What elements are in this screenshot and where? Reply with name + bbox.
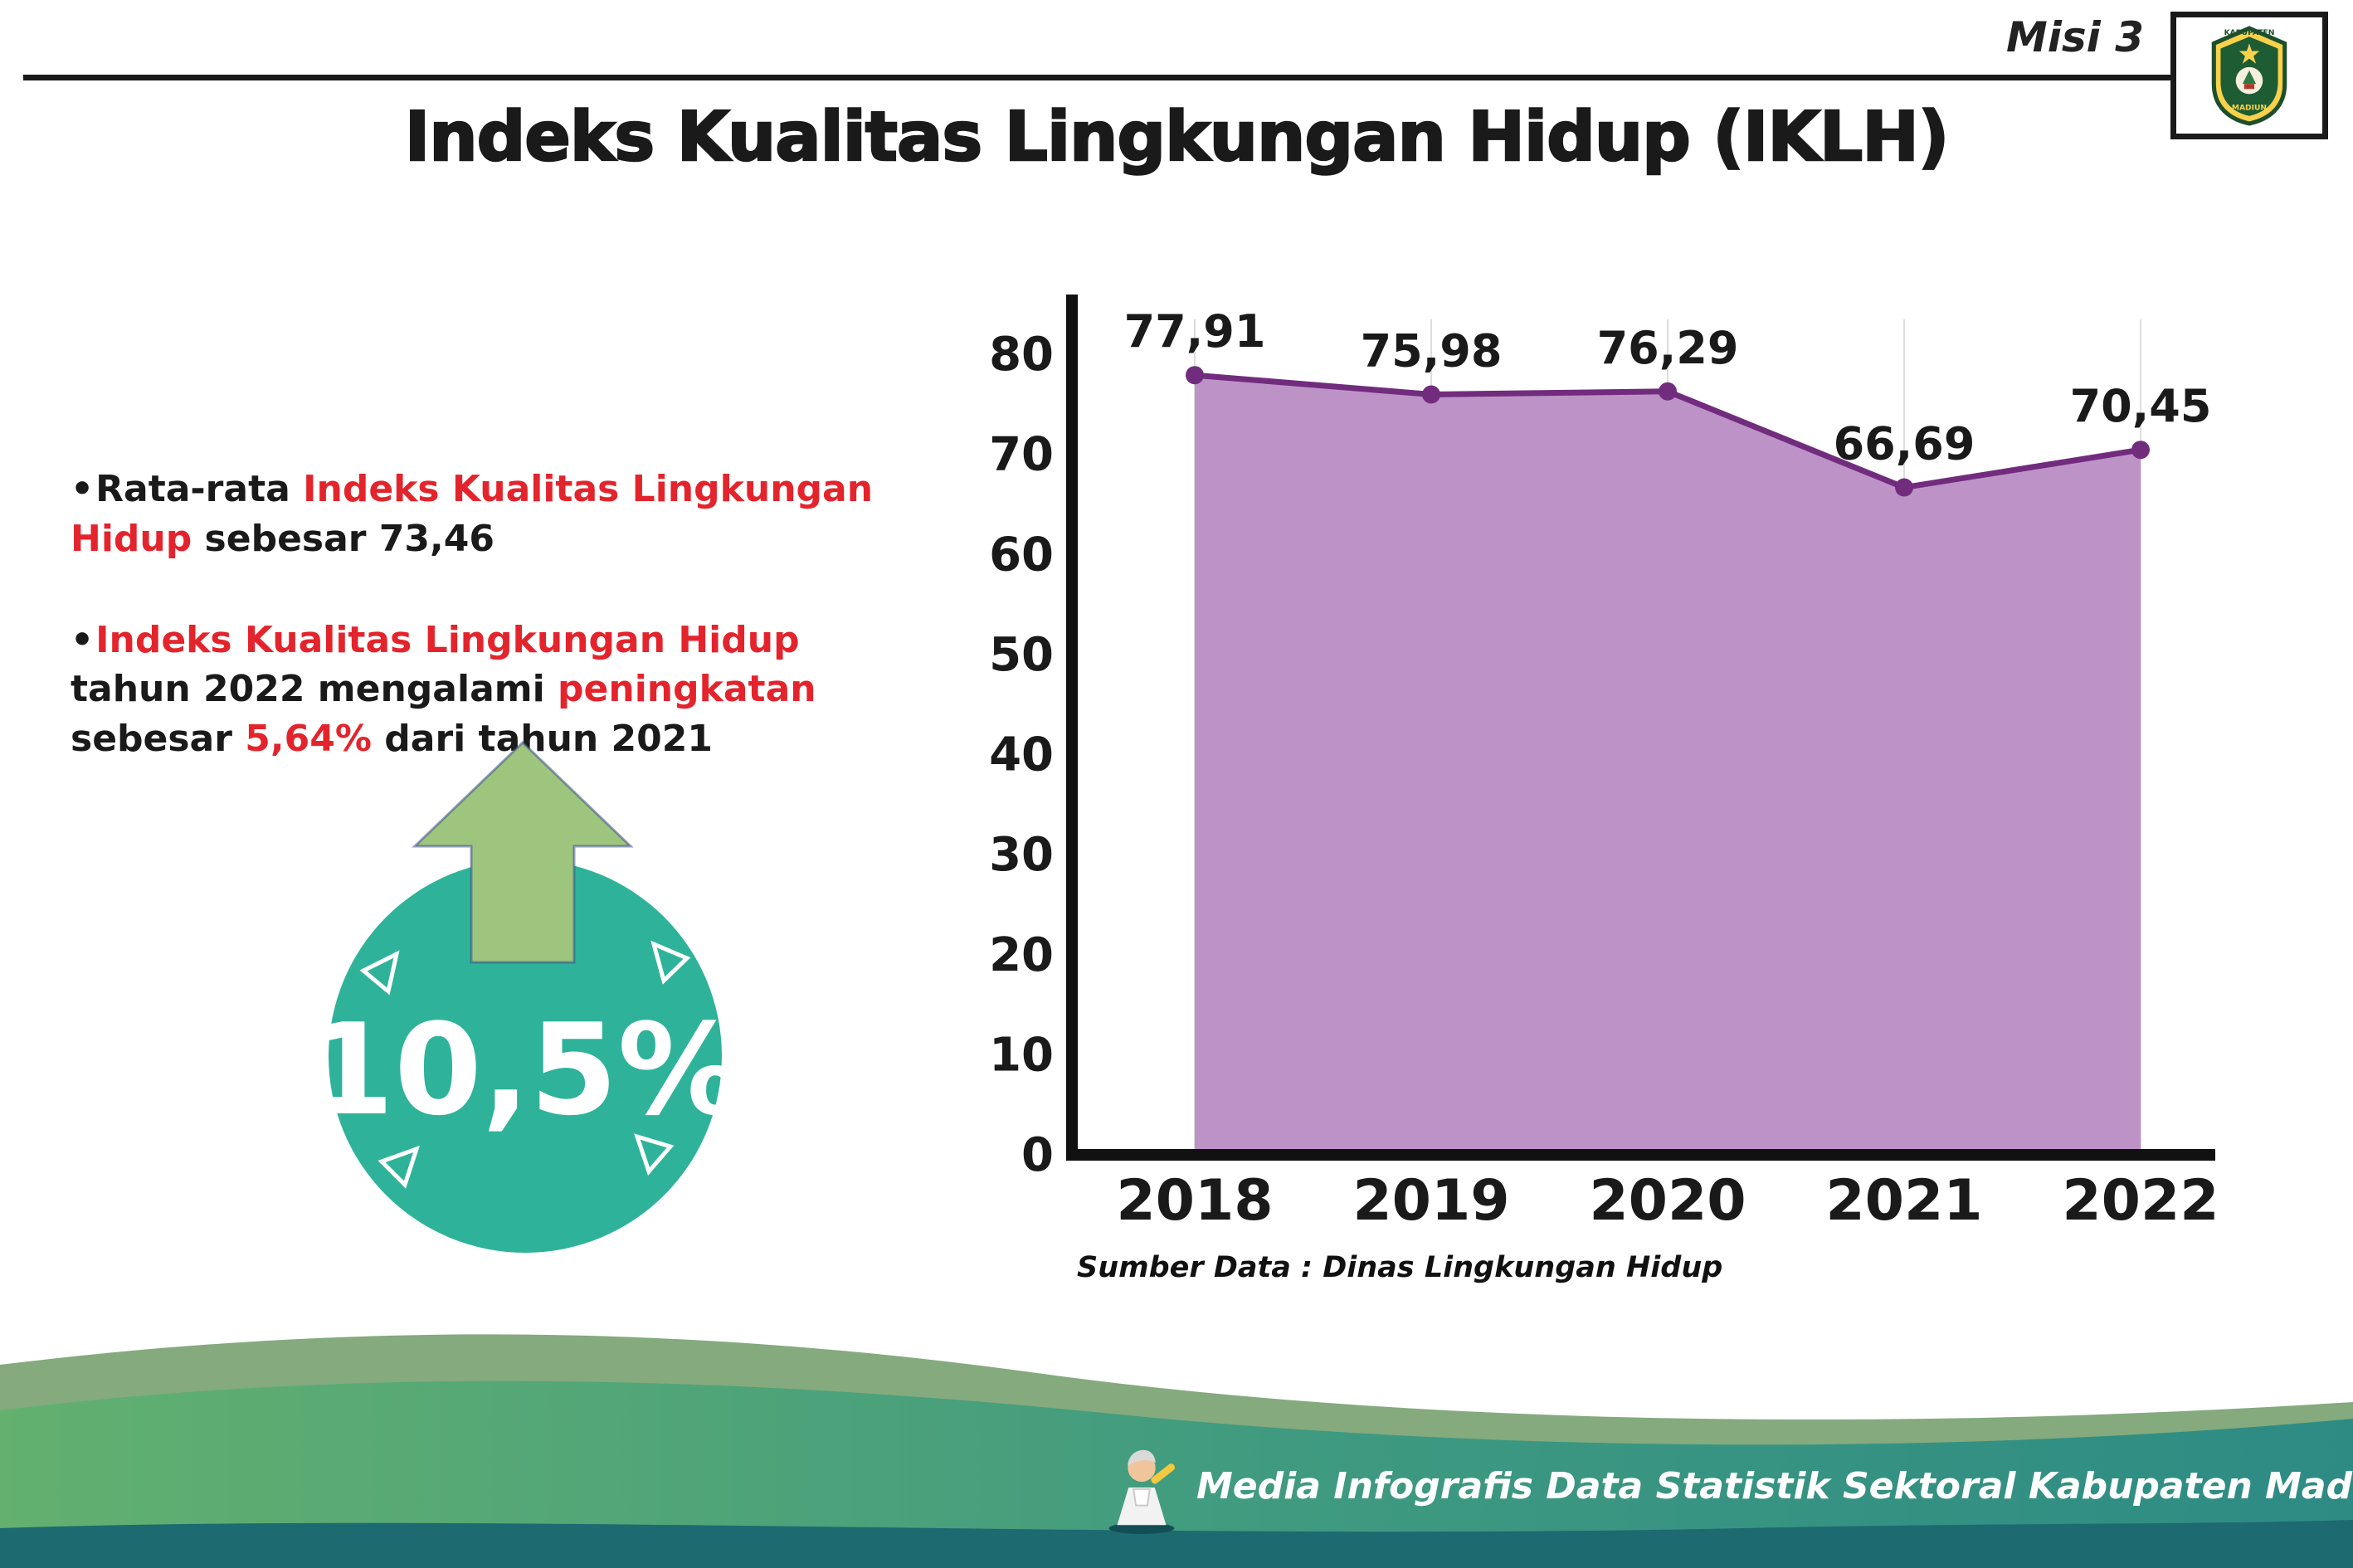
bullet-list: •Rata-rata Indeks Kualitas Lingkungan Hi… — [71, 465, 925, 816]
footer-wave-dark — [0, 1520, 2353, 1568]
bullet-text-segment: Indeks Kualitas Lingkungan Hidup — [95, 618, 800, 661]
data-point — [2131, 441, 2150, 460]
y-tick-label: 40 — [989, 728, 1054, 782]
x-category-label: 2020 — [1589, 1168, 1746, 1234]
bullet-text-segment: peningkatan — [558, 668, 816, 711]
mascot-pencil — [1151, 1463, 1176, 1484]
y-tick-label: 60 — [989, 528, 1054, 582]
mascot-hair — [1128, 1449, 1156, 1467]
data-point — [1659, 382, 1677, 401]
logo-emblem-base — [2243, 84, 2255, 90]
y-tick-label: 0 — [1021, 1128, 1054, 1182]
decor-triangle-right — [650, 940, 691, 985]
up-arrow-icon — [412, 740, 634, 964]
decor-triangle-left — [359, 950, 400, 996]
increase-badge: 10,5% — [306, 740, 744, 1253]
y-tick-label: 30 — [989, 828, 1054, 882]
page-title: Indeks Kualitas Lingkungan Hidup (IKLH) — [403, 97, 1950, 178]
footer-wave-main — [0, 1381, 2353, 1568]
mascot-shadow — [1108, 1522, 1175, 1535]
y-tick-label: 20 — [989, 928, 1054, 982]
bullet-marker: • — [71, 468, 95, 510]
bullet-text-segment: Rata-rata — [95, 468, 304, 510]
data-point — [1895, 478, 1913, 497]
bullet-marker: • — [71, 618, 95, 661]
bullet-text-segment: dari tahun 2021 — [371, 718, 714, 761]
bullet-text-segment: sebesar — [71, 718, 246, 761]
bullet-text-segment: tahun 2022 mengalami — [71, 668, 558, 711]
chart-source: Sumber Data : Dinas Lingkungan Hidup — [1077, 1251, 1723, 1284]
bullet-text-segment: Indeks Kualitas Lingkungan Hidup — [71, 468, 874, 560]
misi-label: Misi 3 — [2006, 13, 2144, 61]
badge-circle — [329, 859, 722, 1253]
x-category-label: 2019 — [1352, 1168, 1509, 1234]
footer-caption: Media Infografis Data Statistik Sektoral… — [1196, 1464, 2353, 1507]
y-tick-label: 10 — [989, 1028, 1054, 1082]
value-label: 70,45 — [2070, 380, 2212, 432]
logo-bottom-text: MADIUN — [2232, 105, 2267, 113]
value-label: 75,98 — [1361, 324, 1503, 377]
logo-tree — [2242, 70, 2257, 85]
footer-waves — [0, 1334, 2353, 1568]
bullet-item: •Rata-rata Indeks Kualitas Lingkungan Hi… — [71, 465, 925, 564]
data-point — [1186, 366, 1204, 385]
value-label: 77,91 — [1124, 305, 1266, 358]
value-label: 66,69 — [1834, 418, 1975, 470]
value-label: 76,29 — [1597, 322, 1739, 374]
bullet-item: •Indeks Kualitas Lingkungan Hidup tahun … — [71, 616, 925, 764]
footer-bar: Media Infografis Data Statistik Sektoral… — [1100, 1437, 2353, 1535]
badge-value: 10,5% — [306, 996, 743, 1143]
kabupaten-madiun-logo: KABUPATEN MADIUN — [2211, 26, 2287, 126]
iklh-area-chart: 77,91 75,98 76,29 66,69 70,45 0 10 20 30 40 50 60 70… — [989, 295, 2219, 1234]
data-point — [1422, 385, 1440, 404]
x-category-label: 2018 — [1116, 1168, 1273, 1234]
decor-triangle-bottom-right — [634, 1133, 675, 1176]
header-rule — [23, 75, 2170, 80]
kabupaten-madiun-logo-frame: KABUPATEN MADIUN — [2170, 12, 2328, 139]
mascot-icon — [1108, 1449, 1176, 1535]
bullet-text-segment: sebesar 73,46 — [192, 517, 494, 560]
y-tick-label: 50 — [989, 628, 1054, 682]
x-category-label: 2021 — [1825, 1168, 1982, 1234]
bullet-text-segment: 5,64% — [245, 718, 372, 761]
y-tick-label: 70 — [989, 428, 1054, 482]
chart-area — [1195, 375, 2141, 1155]
decor-triangle-bottom-left — [378, 1145, 420, 1189]
y-tick-label: 80 — [989, 328, 1054, 382]
mascot-shirt — [1133, 1488, 1151, 1507]
x-category-label: 2022 — [2062, 1168, 2219, 1234]
logo-top-text: KABUPATEN — [2224, 29, 2275, 37]
